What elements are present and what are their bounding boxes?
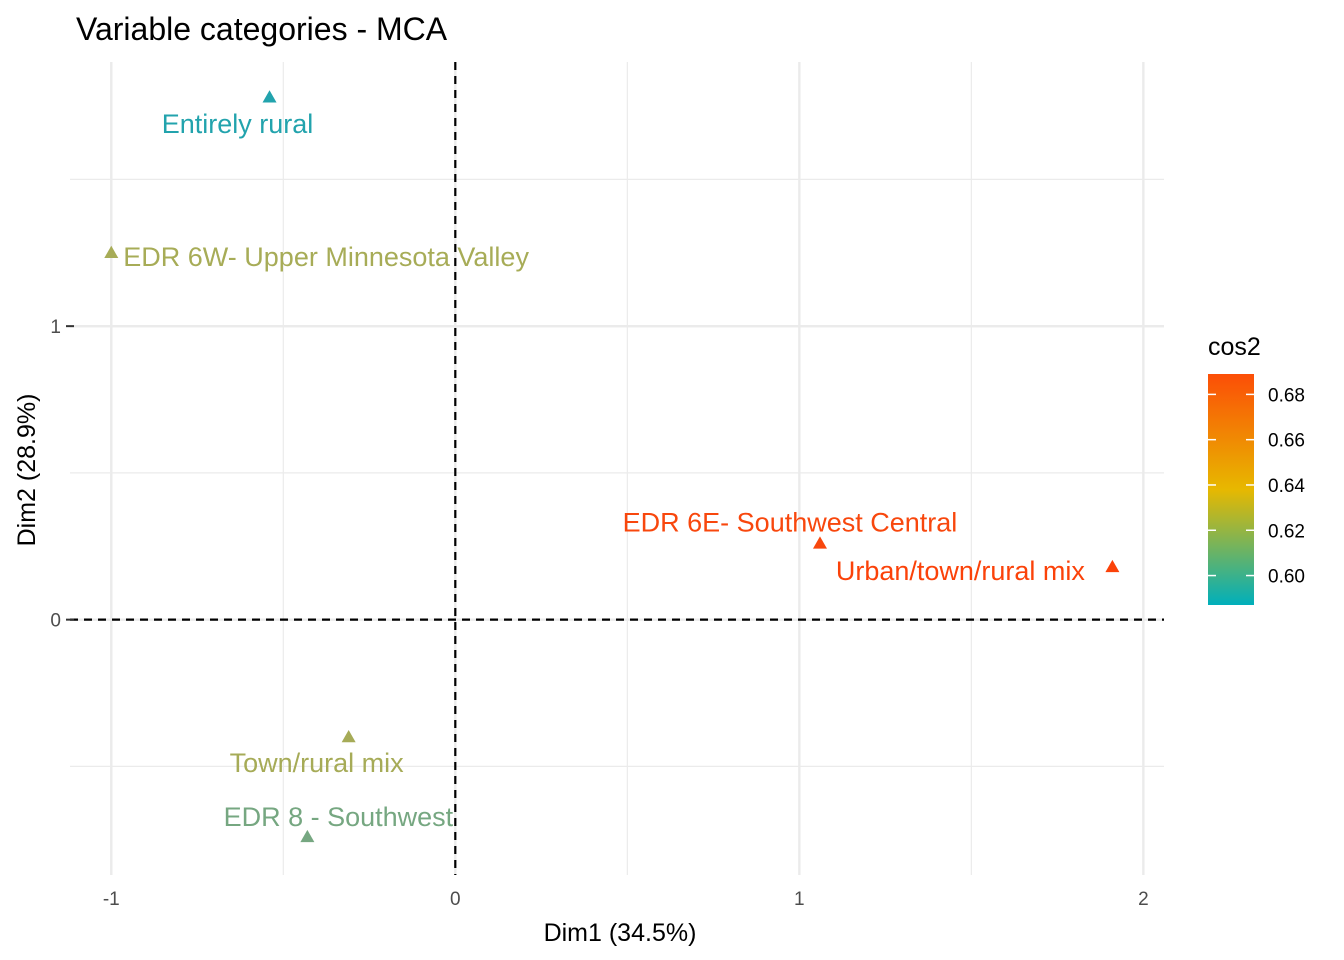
chart-title: Variable categories - MCA [76,11,448,47]
point-marker [300,829,315,843]
legend-colorbar [1208,374,1254,605]
x-tick-label: -1 [103,889,120,910]
point-label: EDR 6W- Upper Minnesota Valley [123,242,529,272]
point-marker [812,536,827,549]
legend-tick-label: 0.60 [1268,567,1305,588]
point-label: Town/rural mix [230,748,405,778]
point-label: EDR 8 - Southwest [224,802,454,832]
legend: cos2 0.60 0.62 0.64 0.66 0.68 [1208,333,1305,605]
y-axis-ticks: 01 [50,317,74,632]
reference-lines [70,62,1164,875]
legend-title: cos2 [1208,333,1261,361]
legend-tick-label: 0.68 [1268,385,1305,406]
x-axis-ticks: -1 0 1 2 [103,889,1149,910]
point-label: EDR 6E- Southwest Central [623,507,958,537]
point-marker [262,90,277,103]
legend-tick-label: 0.64 [1268,476,1305,497]
point-marker [1105,559,1120,573]
point-label: Entirely rural [162,109,314,139]
legend-tick-label: 0.62 [1268,521,1305,542]
point-label: Urban/town/rural mix [836,556,1086,586]
x-tick-label: 2 [1138,889,1149,910]
point-marker [341,730,356,743]
point-marker [104,245,119,259]
legend-tick-label: 0.66 [1268,431,1305,452]
y-tick-label: 1 [50,317,61,338]
x-tick-label: 1 [794,889,805,910]
data-points: Entirely rural EDR 6W- Upper Minnesota Va… [104,90,1120,843]
y-tick-label: 0 [50,611,61,632]
x-tick-label: 0 [450,889,461,910]
x-axis-title: Dim1 (34.5%) [544,919,697,947]
legend-ticks: 0.60 0.62 0.64 0.66 0.68 [1208,385,1305,588]
y-axis-title: Dim2 (28.9%) [13,394,41,547]
